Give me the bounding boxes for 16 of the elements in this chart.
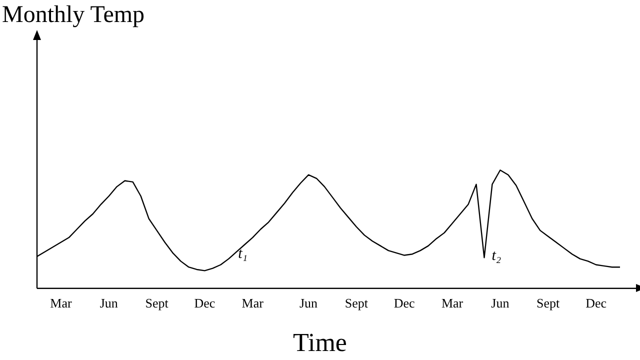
annotation: t₁ <box>238 246 248 262</box>
x-tick-label: Sept <box>344 296 368 311</box>
x-tick-label: Sept <box>536 296 560 311</box>
x-tick-label: Jun <box>300 296 318 311</box>
x-tick-label: Dec <box>586 296 607 311</box>
x-tick-label: Sept <box>145 296 169 311</box>
x-tick-label: Jun <box>491 296 510 311</box>
x-axis-title: Time <box>292 328 348 358</box>
x-tick-label: Jun <box>100 296 118 311</box>
x-tick-label: Dec <box>394 296 416 311</box>
x-tick-label: Dec <box>194 296 216 311</box>
x-tick-label: Mar <box>50 296 72 311</box>
x-tick-label: Mar <box>441 296 464 311</box>
annotation: t₂ <box>492 248 502 264</box>
x-tick-label: Mar <box>242 296 264 311</box>
text: Monthly Temp <box>2 2 145 28</box>
